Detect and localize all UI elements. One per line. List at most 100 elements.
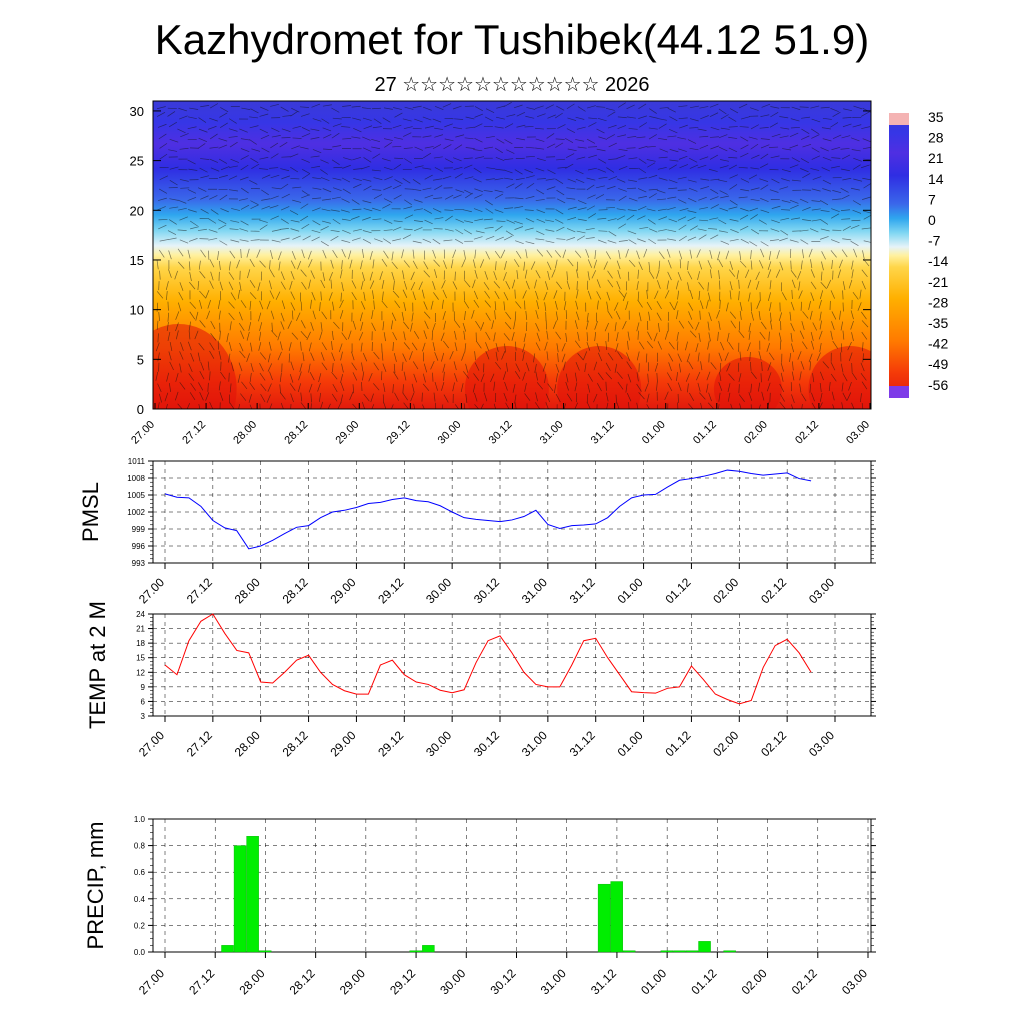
wind-barb: [656, 301, 662, 310]
wind-barb: [311, 165, 321, 169]
wind-barb: [320, 352, 325, 361]
precip-y-tick-label: 0.4: [134, 895, 146, 904]
wind-barb: [474, 351, 476, 361]
wind-barb: [209, 133, 218, 140]
wind-barb: [831, 208, 840, 213]
wind-barb: [664, 391, 669, 401]
wind-barb: [464, 189, 473, 195]
wind-barb: [767, 292, 771, 301]
wind-barb: [512, 279, 516, 289]
wind-barb: [840, 168, 850, 172]
wind-barb: [210, 320, 216, 330]
pmsl-time-label: 03.00: [806, 575, 837, 606]
wind-barb: [485, 350, 490, 360]
wind-barb: [695, 321, 700, 331]
wind-barb: [454, 173, 463, 179]
wind-barb: [413, 227, 423, 232]
wind-barb: [756, 300, 761, 309]
wind-barb: [402, 353, 407, 362]
wind-barb: [475, 156, 485, 159]
wind-barb: [321, 220, 331, 224]
wind-barb: [567, 206, 577, 210]
wind-barb: [424, 194, 434, 199]
wind-barb: [637, 330, 639, 340]
wind-barb: [750, 124, 760, 130]
wind-barb: [414, 118, 423, 123]
wind-barb: [605, 392, 609, 402]
wind-barb: [789, 248, 792, 258]
wind-barb: [341, 126, 351, 128]
wind-barb: [250, 108, 259, 114]
wind-barb: [320, 401, 324, 409]
wind-barb: [768, 352, 775, 361]
wind-barb: [269, 167, 279, 169]
wind-barb: [781, 178, 790, 182]
wind-barb: [594, 321, 598, 330]
wind-barb: [441, 280, 446, 289]
cross-time-label: 01.12: [691, 419, 719, 447]
wind-barb: [656, 381, 658, 391]
wind-barb: [850, 320, 854, 330]
wind-barb: [332, 383, 338, 393]
wind-barb: [809, 228, 819, 233]
wind-barb: [250, 204, 259, 210]
pmsl-time-label: 01.12: [662, 575, 693, 606]
wind-barb: [666, 280, 669, 290]
wind-barb: [706, 383, 709, 393]
wind-barb: [280, 237, 290, 241]
wind-barb: [790, 301, 795, 311]
wind-barb: [811, 134, 820, 139]
wind-barb: [332, 363, 334, 373]
wind-barb: [485, 178, 495, 181]
wind-barb: [809, 383, 811, 393]
wind-barb: [710, 204, 719, 209]
wind-barb: [208, 237, 218, 241]
temp-time-label: 27.00: [136, 728, 167, 759]
wind-barb: [423, 330, 428, 340]
wind-barb: [320, 240, 329, 247]
wind-barb: [240, 249, 242, 259]
wind-barb: [799, 229, 809, 232]
wind-barb: [700, 361, 703, 371]
wind-barb: [727, 392, 731, 402]
wind-barb: [412, 127, 422, 130]
wind-barb: [449, 351, 454, 360]
temp-y-tick-label: 21: [136, 625, 145, 634]
wind-barb: [614, 363, 618, 373]
wind-barb: [545, 219, 554, 222]
wind-barb: [800, 168, 809, 173]
wind-barb: [687, 282, 690, 292]
wind-barb: [593, 259, 598, 269]
wind-barb: [658, 123, 667, 129]
wind-barb: [249, 382, 256, 390]
wind-barb: [318, 373, 322, 383]
temp-time-label: 31.12: [567, 728, 598, 759]
wind-barb: [239, 350, 246, 359]
wind-barb: [576, 156, 586, 160]
wind-barb: [431, 331, 434, 341]
colorbar-label: 35: [928, 109, 944, 125]
precip-time-label: 01.12: [688, 966, 719, 997]
y-tick-label: 5: [137, 352, 144, 367]
wind-barb: [516, 137, 526, 141]
precip-time-label: 29.12: [387, 966, 418, 997]
wind-barb: [637, 238, 646, 243]
wind-barb: [251, 148, 261, 152]
wind-barb: [747, 279, 752, 289]
wind-barb: [432, 372, 434, 382]
wind-barb: [473, 373, 480, 381]
wind-barb: [781, 200, 791, 203]
wind-barb: [750, 187, 760, 191]
wind-barb: [300, 402, 307, 409]
wind-barb: [646, 145, 656, 148]
wind-barb: [485, 235, 495, 240]
wind-barb: [729, 311, 737, 319]
wind-barb: [755, 271, 760, 281]
wind-barb: [606, 301, 609, 311]
wind-barb: [779, 237, 788, 242]
wind-barb: [240, 138, 250, 141]
wind-barb: [291, 250, 296, 260]
wind-barb: [229, 383, 232, 393]
wind-barb: [563, 361, 566, 371]
